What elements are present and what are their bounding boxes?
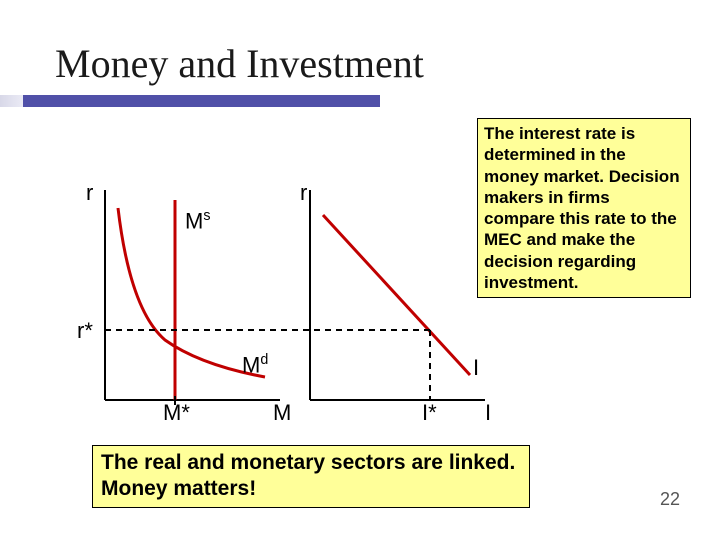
mstar-label: M*: [163, 400, 190, 426]
md-label: Md: [242, 352, 268, 378]
left-y-label: r: [86, 180, 93, 206]
explanation-callout: The interest rate is determined in the m…: [477, 118, 691, 298]
i-curve-label: I: [473, 355, 479, 381]
conclusion-callout: The real and monetary sectors are linked…: [92, 445, 530, 508]
ms-label: Ms: [185, 208, 210, 234]
page-number: 22: [660, 489, 680, 510]
istar-label: I*: [422, 400, 437, 426]
left-x-label: M: [273, 400, 291, 426]
equilibrium-dashes: [80, 180, 495, 430]
right-y-label: r: [300, 180, 307, 206]
slide-title: Money and Investment: [55, 40, 424, 87]
rstar-label: r*: [77, 318, 93, 344]
title-underline: [0, 95, 380, 107]
right-x-label: I: [485, 400, 491, 426]
